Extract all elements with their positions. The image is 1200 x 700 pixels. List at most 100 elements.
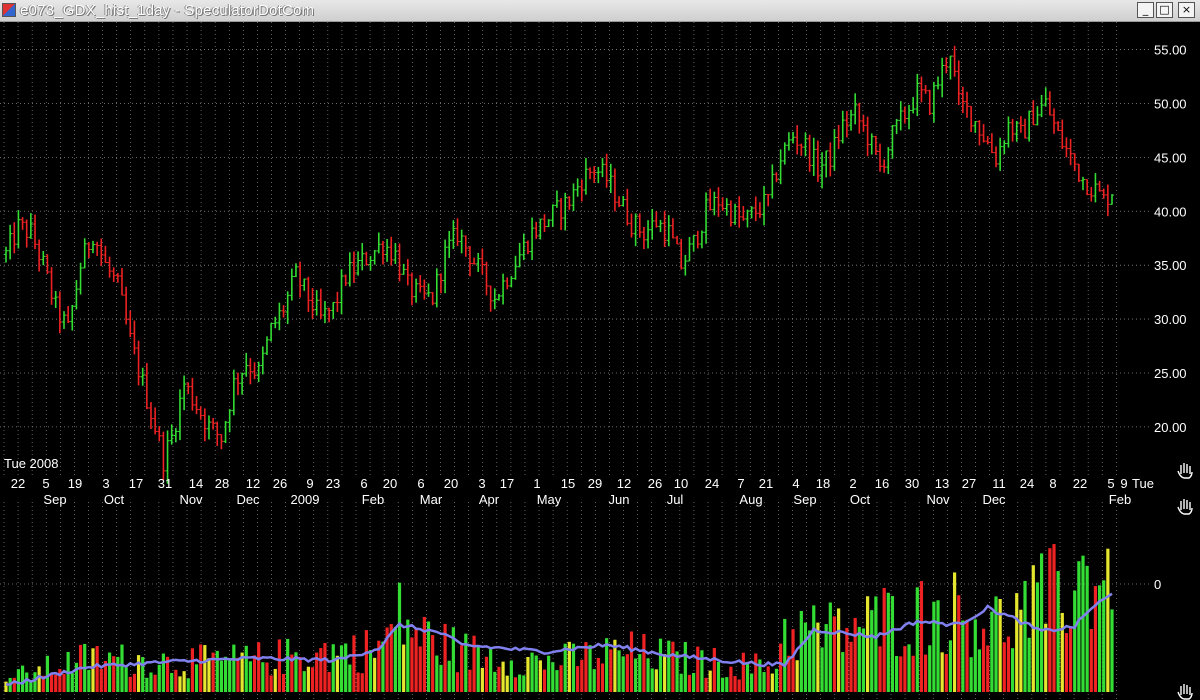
volume-bar xyxy=(675,651,679,692)
volume-bar xyxy=(973,619,977,692)
volume-bar xyxy=(940,652,944,692)
price-tick-label: 45.00 xyxy=(1154,150,1187,165)
volume-bar xyxy=(219,660,224,692)
volume-bar xyxy=(725,677,729,692)
volume-bar xyxy=(132,673,137,692)
date-day-label: 27 xyxy=(962,476,976,491)
volume-bar xyxy=(116,656,120,692)
volume-bar xyxy=(808,630,812,692)
date-month-label: Oct xyxy=(850,492,871,507)
volume-bar xyxy=(787,655,791,692)
date-day-label: 23 xyxy=(326,476,340,491)
price-tick-label: 25.00 xyxy=(1154,366,1187,381)
volume-bar xyxy=(120,644,124,692)
volume-bar xyxy=(161,653,166,692)
volume-bar xyxy=(232,644,236,692)
volume-bar xyxy=(791,629,795,692)
volume-bar xyxy=(29,680,33,692)
volume-bar xyxy=(464,633,468,692)
stock-chart[interactable]: 55.00 50.00 45.00 40.00 35.00 30.00 25.00 20.00… xyxy=(0,22,1200,700)
date-month-label: Apr xyxy=(479,492,500,507)
drag-hand-icon[interactable] xyxy=(1177,499,1193,515)
price-tick-label: 30.00 xyxy=(1154,312,1187,327)
volume-bar xyxy=(248,661,252,692)
volume-bar xyxy=(534,655,538,692)
volume-bar xyxy=(286,638,290,692)
app-icon[interactable] xyxy=(2,3,16,17)
volume-bar xyxy=(907,644,911,692)
volume-bar xyxy=(1077,561,1081,692)
volume-bar xyxy=(298,656,302,692)
volume-moving-average-line xyxy=(5,592,1113,686)
volume-bar xyxy=(737,679,741,692)
volume-bar xyxy=(273,668,277,692)
volume-bar xyxy=(990,611,994,692)
volume-bar xyxy=(410,637,414,692)
volume-bar xyxy=(74,662,79,692)
volume-bar xyxy=(112,656,116,692)
volume-bar xyxy=(257,642,261,692)
volume-bar xyxy=(596,657,600,692)
price-tick-label: 55.00 xyxy=(1154,43,1187,58)
volume-bar xyxy=(936,600,940,692)
date-month-label: Nov xyxy=(926,492,950,507)
volume-bar xyxy=(178,676,182,692)
drag-hand-icon[interactable] xyxy=(1177,463,1193,479)
maximize-button[interactable]: □ xyxy=(1156,2,1173,18)
volume-bar xyxy=(4,681,8,692)
volume-bar xyxy=(928,645,932,692)
volume-bar xyxy=(1073,590,1077,692)
date-day-label: 24 xyxy=(1020,476,1034,491)
date-month-label: Dec xyxy=(982,492,1006,507)
volume-zero-label: 0 xyxy=(1154,577,1161,592)
volume-bar xyxy=(435,655,439,692)
price-bars xyxy=(4,45,1114,484)
date-day-label: 11 xyxy=(992,476,1006,491)
volume-bar xyxy=(779,643,783,692)
volume-bar xyxy=(1064,633,1069,692)
volume-bar xyxy=(882,587,886,692)
volume-bar xyxy=(812,605,816,692)
volume-bar xyxy=(70,673,74,692)
volume-bar xyxy=(692,673,696,692)
volume-bar xyxy=(969,657,973,692)
volume-bar xyxy=(252,655,257,692)
date-axis: 22 5 19 3 17 31 14 28 12 26 9 23 6 20 6 20 3 17 1 15 29 12 26 1… xyxy=(11,476,1154,507)
date-day-label: 22 xyxy=(1073,476,1087,491)
volume-bar xyxy=(99,669,103,692)
volume-bar xyxy=(62,673,66,692)
volume-bar xyxy=(646,658,650,692)
date-day-label: 3 xyxy=(102,476,109,491)
volume-bar xyxy=(1027,637,1031,692)
volume-bar xyxy=(721,677,725,692)
volume-bar xyxy=(542,669,547,692)
volume-bar xyxy=(878,646,882,692)
date-day-label: 26 xyxy=(273,476,287,491)
volume-bar xyxy=(642,634,646,692)
date-day-label: 19 xyxy=(68,476,82,491)
volume-bar xyxy=(244,645,248,692)
close-button[interactable]: × xyxy=(1178,2,1195,18)
volume-bar xyxy=(1060,612,1064,692)
date-day-label: 10 xyxy=(674,476,688,491)
date-day-label: 13 xyxy=(935,476,949,491)
volume-bar xyxy=(344,643,348,692)
volume-bar xyxy=(750,673,754,692)
drag-hand-icon[interactable] xyxy=(1177,684,1193,700)
date-day-label: 4 xyxy=(792,476,799,491)
volume-bar xyxy=(397,582,402,692)
volume-bar xyxy=(269,675,273,692)
volume-bar xyxy=(547,655,551,692)
volume-bar xyxy=(816,622,820,692)
volume-bar xyxy=(712,647,716,692)
volume-bar xyxy=(559,665,563,692)
volume-bar xyxy=(849,641,853,692)
minimize-button[interactable]: _ xyxy=(1137,2,1154,18)
date-month-label: Sep xyxy=(793,492,816,507)
volume-bar xyxy=(890,596,895,692)
volume-bar xyxy=(37,666,41,692)
volume-bar xyxy=(389,624,393,692)
volume-bar xyxy=(16,669,21,692)
date-day-label: 6 xyxy=(360,476,367,491)
volume-bar xyxy=(157,664,161,692)
